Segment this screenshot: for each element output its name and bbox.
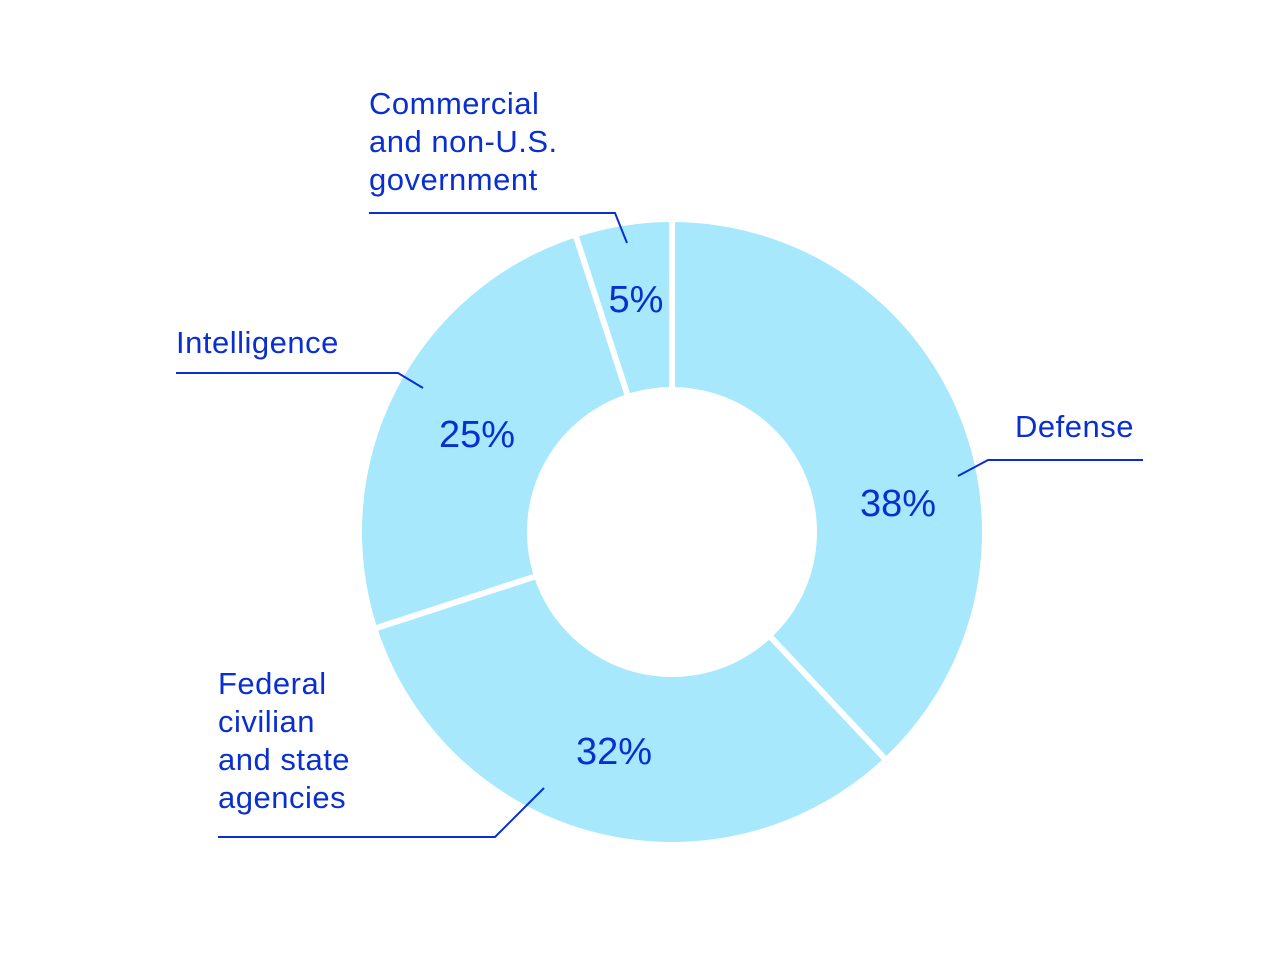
leader-line — [176, 372, 424, 389]
category-label: Defense — [1015, 409, 1134, 444]
category-label: civilian — [218, 704, 315, 739]
category-label: and state — [218, 742, 350, 777]
value-label: 32% — [576, 731, 652, 773]
category-label: Intelligence — [176, 325, 339, 360]
slice-federal-civilian-and-state-agencies — [377, 576, 885, 842]
value-label: 38% — [860, 483, 936, 525]
category-label: Federal — [218, 666, 327, 701]
slice-intelligence — [362, 237, 628, 628]
category-label: Commercial — [369, 86, 539, 121]
category-label: government — [369, 162, 538, 197]
value-label: 5% — [609, 279, 664, 321]
category-label: agencies — [218, 780, 346, 815]
leader-line — [369, 212, 628, 244]
value-label: 25% — [439, 414, 515, 456]
leader-line — [957, 459, 1143, 477]
slice-defense — [672, 222, 982, 758]
slice-separator — [374, 573, 537, 632]
leader-line — [218, 787, 545, 838]
slice-separator — [572, 234, 631, 397]
slice-commercial-and-non-u-s-government — [576, 222, 672, 395]
category-label: and non-U.S. — [369, 124, 558, 159]
slice-separator — [767, 634, 888, 762]
